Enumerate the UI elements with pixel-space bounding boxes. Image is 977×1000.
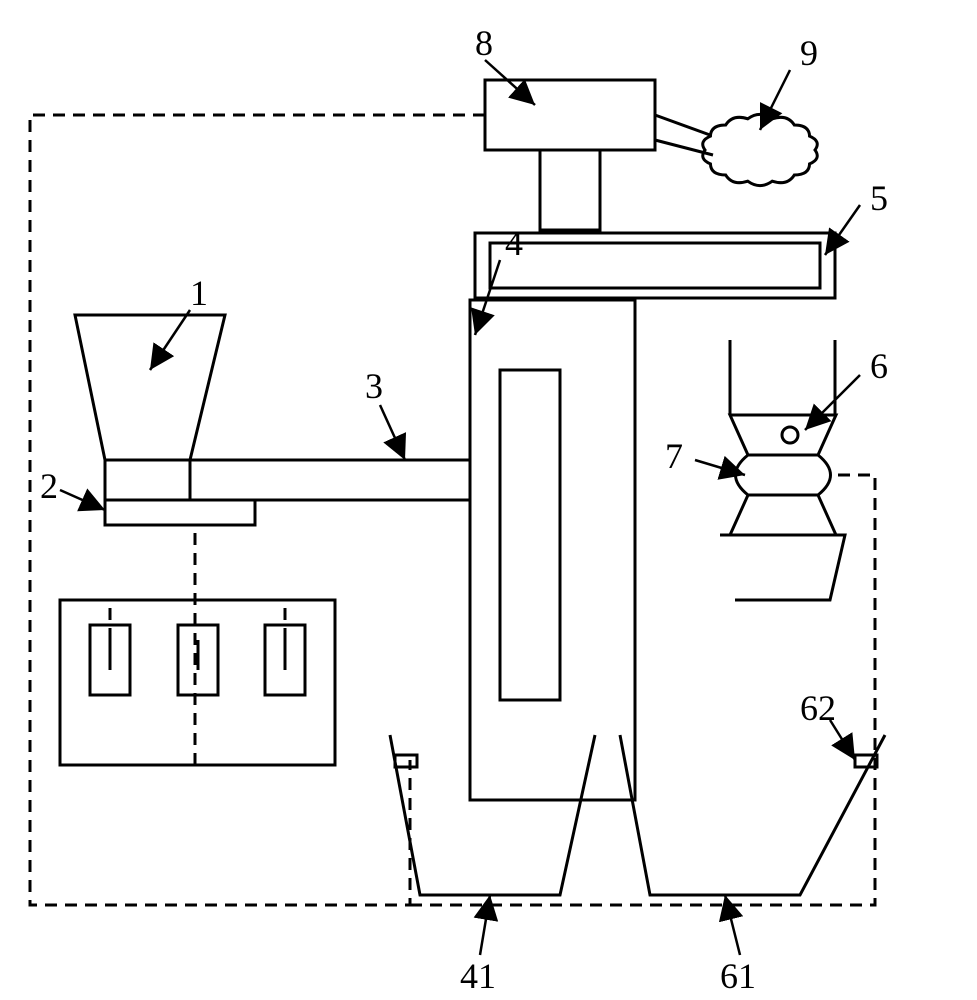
label-l2: 2 bbox=[40, 466, 58, 506]
header-5-inner bbox=[490, 243, 820, 288]
technical-schematic: 1 2 3 4 5 6 7 8 9 41 61 62 bbox=[0, 0, 977, 1000]
label-l9: 9 bbox=[800, 33, 818, 73]
label-l7: 7 bbox=[665, 436, 683, 476]
pointer-p5 bbox=[825, 205, 860, 255]
hopper-1 bbox=[75, 315, 225, 460]
base-2 bbox=[105, 500, 255, 525]
box-8-neck bbox=[540, 150, 600, 230]
pointer-p8 bbox=[485, 60, 535, 105]
cloud-pipe-top bbox=[655, 115, 710, 135]
bucket-41 bbox=[390, 735, 595, 895]
label-l41: 41 bbox=[460, 956, 496, 996]
device-7-lower bbox=[730, 495, 836, 535]
column-4 bbox=[470, 300, 635, 800]
pointer-p2 bbox=[60, 490, 105, 510]
label-l62: 62 bbox=[800, 688, 836, 728]
bucket-61 bbox=[620, 735, 885, 895]
label-l8: 8 bbox=[475, 23, 493, 63]
pointer-p3 bbox=[380, 405, 405, 460]
cloud-9 bbox=[703, 114, 818, 185]
box-8 bbox=[485, 80, 655, 150]
label-l3: 3 bbox=[365, 366, 383, 406]
label-l61: 61 bbox=[720, 956, 756, 996]
hopper-1-neck bbox=[105, 460, 190, 500]
pointer-p1 bbox=[150, 310, 190, 370]
label-l5: 5 bbox=[870, 178, 888, 218]
label-l1: 1 bbox=[190, 273, 208, 313]
column-4-inner bbox=[500, 370, 560, 700]
label-l6: 6 bbox=[870, 346, 888, 386]
label-l4: 4 bbox=[505, 223, 523, 263]
funnel-7 bbox=[720, 535, 845, 600]
device-7-bulge bbox=[736, 455, 831, 495]
pipe-3 bbox=[190, 460, 470, 500]
tab-41 bbox=[395, 755, 417, 767]
